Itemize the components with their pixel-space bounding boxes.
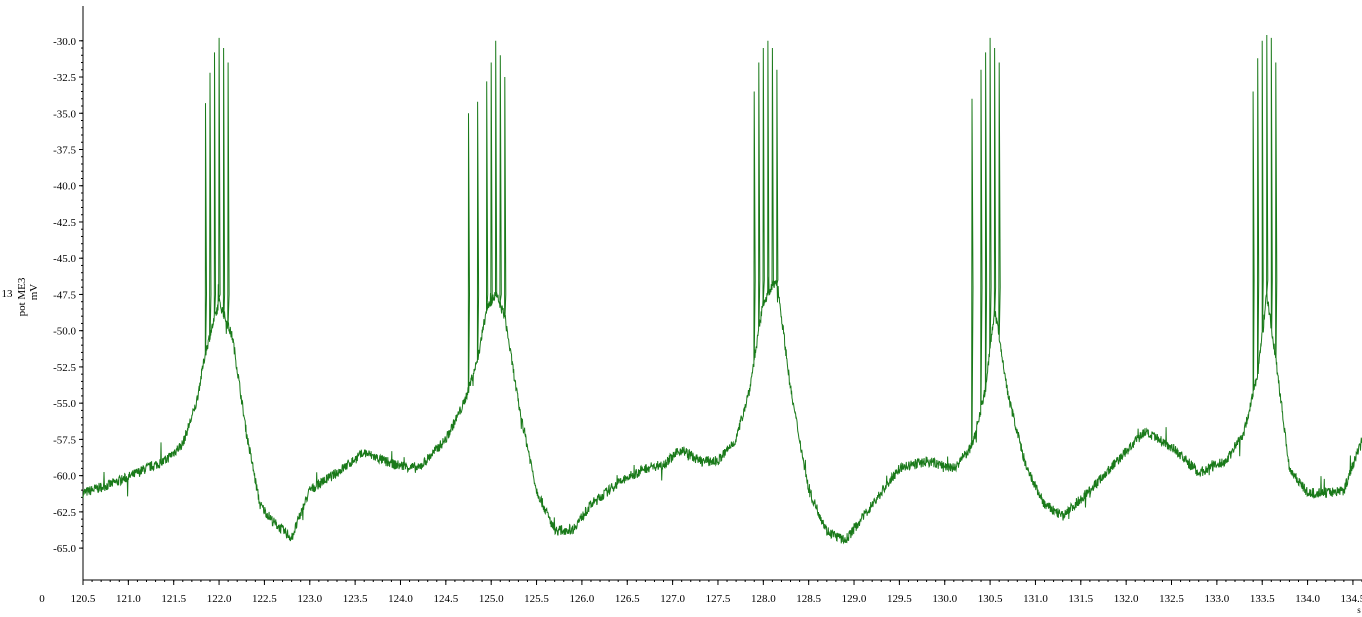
x-tick-label: 127.0: [660, 593, 685, 605]
x-tick-label: 123.0: [297, 593, 322, 605]
x-tick-label: 133.0: [1204, 593, 1229, 605]
series-layer: [82, 34, 1362, 545]
x-tick-label: 123.5: [343, 593, 368, 605]
y-axis-title-line2: pot ME3: [16, 277, 28, 316]
x-tick-label: 134.5: [1341, 593, 1362, 605]
y-tick-label: -57.5: [53, 434, 76, 446]
y-tick-label: -60.0: [53, 471, 76, 483]
y-tick-label: -47.5: [53, 289, 76, 301]
x-unit-label: s: [1357, 605, 1361, 615]
x-tick-label: 128.0: [751, 593, 776, 605]
x-tick-label: 127.5: [706, 593, 731, 605]
y-axis-title-line1: 13: [2, 288, 14, 300]
x-tick-label: 125.5: [524, 593, 549, 605]
x-tick-label: 128.5: [796, 593, 821, 605]
x-tick-label: 126.5: [615, 593, 640, 605]
y-tick-label: -32.5: [53, 72, 76, 84]
x-tick-label: 121.5: [161, 593, 186, 605]
y-tick-label: -52.5: [53, 362, 76, 374]
membrane-potential-trace: [82, 34, 1362, 545]
y-axis-title-unit: mV: [28, 284, 40, 301]
y-tick-label: -45.0: [53, 253, 76, 265]
y-axis: -30.0 -32.5 -35.0 -37.5 -40.0 -42.5 -45.0 -47.5…: [53, 6, 84, 580]
x-tick-label: 131.0: [1023, 593, 1048, 605]
x-tick-label: 120.5: [71, 593, 96, 605]
x-tick-label: 124.0: [388, 593, 413, 605]
x-tick-label: 130.0: [932, 593, 957, 605]
x-tick-label: 121.0: [116, 593, 141, 605]
x-tick-label: 122.0: [207, 593, 232, 605]
x-tick-label: 124.5: [433, 593, 458, 605]
y-tick-label: -55.0: [53, 398, 76, 410]
x-tick-label: 131.5: [1068, 593, 1093, 605]
y-tick-label: -37.5: [53, 145, 76, 157]
y-tick-label: -30.0: [53, 36, 76, 48]
y-tick-label: -42.5: [53, 217, 76, 229]
origin-label: 0: [39, 593, 45, 605]
x-tick-label: 129.0: [842, 593, 867, 605]
x-axis: 120.5 121.0 121.5 122.0 122.5 123.0 123.5 124.0…: [71, 579, 1362, 605]
y-tick-label: -50.0: [53, 326, 76, 338]
x-tick-label: 125.0: [479, 593, 504, 605]
x-tick-label: 132.0: [1114, 593, 1139, 605]
y-tick-label: -40.0: [53, 181, 76, 193]
x-tick-label: 132.5: [1159, 593, 1184, 605]
y-tick-label: -35.0: [53, 108, 76, 120]
x-tick-label: 129.5: [887, 593, 912, 605]
x-tick-label: 134.0: [1295, 593, 1320, 605]
y-tick-label: -65.0: [53, 543, 76, 555]
x-tick-label: 130.5: [978, 593, 1003, 605]
y-tick-label: -62.5: [53, 507, 76, 519]
x-tick-label: 133.5: [1250, 593, 1275, 605]
x-tick-label: 126.0: [570, 593, 595, 605]
x-tick-label: 122.5: [252, 593, 277, 605]
y-axis-title: 13 pot ME3 mV: [2, 277, 41, 316]
